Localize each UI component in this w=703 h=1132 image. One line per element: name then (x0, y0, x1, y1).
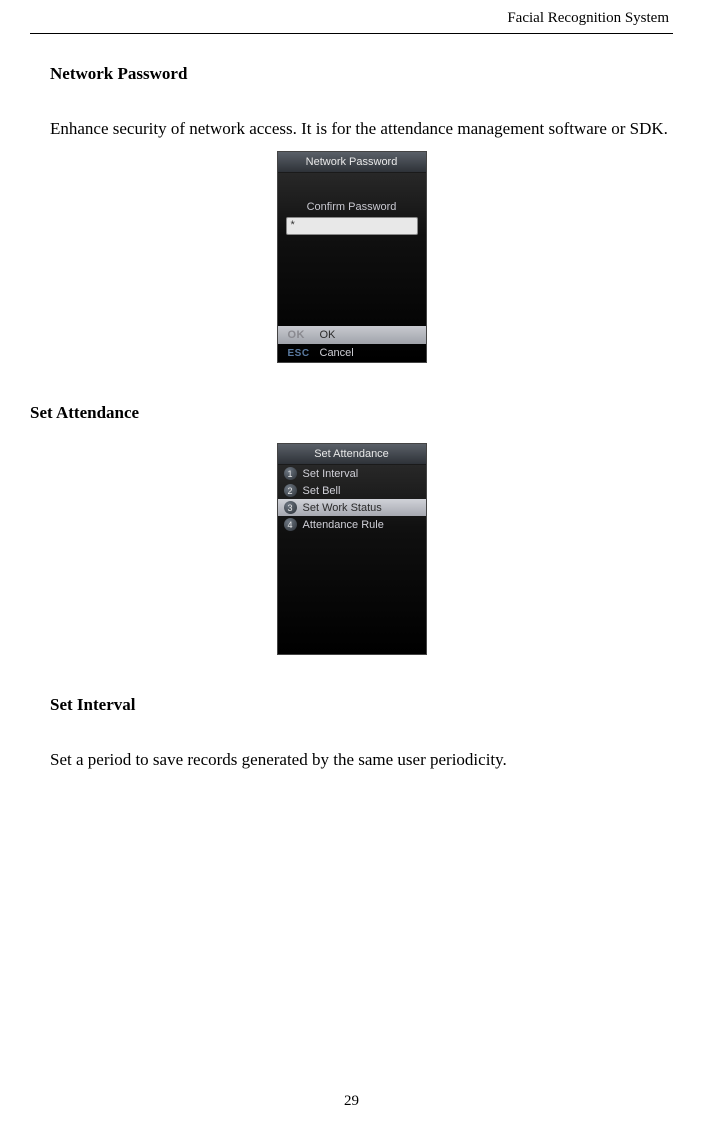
menu-item[interactable]: 4 Attendance Rule (278, 516, 426, 533)
section-title-network-password: Network Password (50, 64, 673, 84)
confirm-password-label: Confirm Password (278, 201, 426, 213)
device-body: Confirm Password * OK OK ESC Cancel (278, 173, 426, 362)
menu-item-label: Set Interval (303, 468, 359, 480)
menu-number-badge: 2 (284, 484, 297, 497)
menu-list: 1 Set Interval 2 Set Bell 3 Set Work Status 4A… (278, 465, 426, 533)
cancel-label: Cancel (320, 347, 354, 359)
esc-key-icon: ESC (288, 348, 314, 359)
device-footer: OK OK ESC Cancel (278, 326, 426, 362)
ok-key-icon: OK (288, 329, 314, 341)
menu-item-label: Set Bell (303, 485, 341, 497)
page-header: Facial Recognition System (30, 10, 673, 34)
menu-item-label: Attendance Rule (303, 519, 384, 531)
menu-number-badge: 3 (284, 501, 297, 514)
ok-label: OK (320, 329, 336, 341)
menu-number-badge: 1 (284, 467, 297, 480)
menu-item[interactable]: 3 Set Work Status (278, 499, 426, 516)
device-screenshot-set-attendance: Set Attendance 1 Set Interval 2 Set Bell 3 Se… (277, 443, 427, 655)
menu-item[interactable]: 1 Set Interval (278, 465, 426, 482)
confirm-password-input[interactable]: * (286, 217, 418, 235)
page-number: 29 (0, 1093, 703, 1110)
menu-item-label: Set Work Status (303, 502, 382, 514)
ok-row[interactable]: OK OK (278, 326, 426, 344)
section-title-set-interval: Set Interval (50, 695, 673, 715)
menu-item[interactable]: 2 Set Bell (278, 482, 426, 499)
device-titlebar: Network Password (278, 152, 426, 173)
esc-row[interactable]: ESC Cancel (278, 344, 426, 362)
menu-number-badge: 4 (284, 518, 297, 531)
section-title-set-attendance: Set Attendance (30, 403, 673, 423)
device-titlebar-2: Set Attendance (278, 444, 426, 465)
device-screenshot-network-password: Network Password Confirm Password * OK O… (277, 151, 427, 363)
body-text-set-interval: Set a period to save records generated b… (50, 743, 673, 777)
body-text-network-password: Enhance security of network access. It i… (50, 112, 673, 146)
header-title: Facial Recognition System (507, 10, 669, 26)
